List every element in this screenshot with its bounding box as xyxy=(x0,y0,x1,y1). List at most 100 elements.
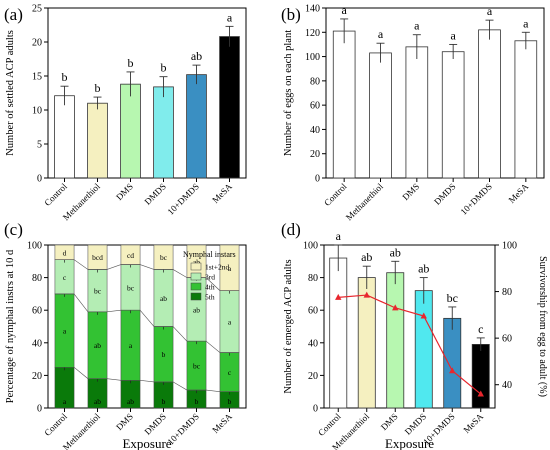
significance-letter: a xyxy=(336,229,342,243)
plot-frame xyxy=(325,7,545,179)
significance-letter: ab xyxy=(418,262,429,276)
significance-letter: bc xyxy=(94,287,102,296)
panel-b: (b) 0 20 40 60 80 100 120 140 Number of eggs on e… xyxy=(281,3,545,222)
bar xyxy=(369,52,392,179)
significance-letter: a xyxy=(378,27,384,41)
y-tick-label: 20 xyxy=(32,371,42,382)
significance-letter: a xyxy=(451,28,457,42)
significance-letter: a xyxy=(487,4,493,18)
y-tick-label: 120 xyxy=(305,28,320,39)
panel-label: (a) xyxy=(4,5,23,24)
survivorship-line xyxy=(338,294,482,395)
significance-letter: a xyxy=(414,19,420,33)
panel-a: (a) 0 5 10 15 20 25 Number of settled ACP adult… xyxy=(4,4,247,222)
boundary-line xyxy=(54,366,240,392)
legend-swatch xyxy=(190,272,202,281)
bar xyxy=(514,40,538,179)
significance-letter: ab xyxy=(127,397,134,406)
y-tick-label: 5 xyxy=(37,140,42,151)
plot-frame xyxy=(323,244,496,409)
significance-letter: a xyxy=(63,327,67,336)
significance-letter: b xyxy=(228,397,232,406)
y-tick-label: 60 xyxy=(308,306,318,317)
bar xyxy=(386,272,405,409)
x-tick-label: Control xyxy=(42,181,69,208)
y-tick-label: 20 xyxy=(32,38,42,49)
significance-letter: c xyxy=(478,322,483,336)
x-tick-label: MeSA xyxy=(507,181,531,205)
legend-title: Nymphal instars xyxy=(183,250,236,259)
y-tick-label: 15 xyxy=(32,72,42,83)
line-point xyxy=(477,390,484,397)
significance-letter: ab xyxy=(390,245,401,259)
y-tick-label: 140 xyxy=(305,4,320,15)
bar xyxy=(186,74,207,179)
bar xyxy=(471,344,490,409)
y2-tick-label: 100 xyxy=(502,241,517,252)
x-tick-label: DMDS xyxy=(403,411,428,436)
significance-letter: a xyxy=(129,341,133,350)
significance-letter: bc xyxy=(447,291,458,305)
bar xyxy=(87,102,108,179)
bar xyxy=(120,83,141,179)
legend-swatch xyxy=(190,292,202,301)
x-tick-label: 10+DMDS xyxy=(165,181,200,216)
significance-letter: b xyxy=(128,56,134,70)
y2-axis-label: Survivorship from egg to adult (%) xyxy=(537,256,548,397)
significance-letter: b xyxy=(162,350,166,359)
significance-letter: c xyxy=(63,273,67,282)
y2-tick-label: 40 xyxy=(502,380,512,391)
bar xyxy=(443,317,462,409)
significance-letter: d xyxy=(63,248,67,257)
y-tick-label: 80 xyxy=(32,273,42,284)
y-tick-label: 60 xyxy=(310,101,320,112)
line-point xyxy=(335,293,342,300)
significance-letter: cd xyxy=(127,251,134,260)
bar xyxy=(219,36,240,179)
x-tick-label: Control xyxy=(42,411,69,438)
y-axis-label: Number of emerged ACP adults xyxy=(283,259,294,393)
y-tick-label: 20 xyxy=(308,371,318,382)
panel-label: (b) xyxy=(281,5,301,24)
x-tick-label: DMDS xyxy=(142,181,167,206)
y-axis-label: Percentage of nymphal instrs at 10 d xyxy=(5,249,16,403)
significance-letter: a xyxy=(63,397,67,406)
x-tick-label: Methanethiol xyxy=(344,181,385,222)
significance-letter: bc xyxy=(193,362,201,371)
boundary-line xyxy=(54,293,240,353)
significance-letter: ab xyxy=(191,49,202,63)
x-tick-label: DMDS xyxy=(432,181,457,206)
significance-letter: ab xyxy=(193,305,200,314)
significance-letter: b xyxy=(162,397,166,406)
significance-letter: b xyxy=(95,81,101,95)
x-tick-label: DMS xyxy=(379,411,400,432)
bar xyxy=(441,51,465,179)
line-point xyxy=(392,304,399,311)
significance-letter: ab xyxy=(160,294,167,303)
significance-letter: ab xyxy=(94,397,101,406)
legend-label: 5th xyxy=(205,293,215,302)
bar xyxy=(329,257,348,409)
significance-letter: a xyxy=(342,3,348,17)
y-tick-label: 60 xyxy=(32,306,42,317)
significance-letter: bc xyxy=(160,253,168,262)
legend-label: 4th xyxy=(205,283,215,292)
plot-frame xyxy=(47,7,247,179)
bar xyxy=(54,95,75,179)
significance-letter: a xyxy=(227,10,233,24)
significance-letter: a xyxy=(228,264,232,273)
panel-d: (d) 0 20 40 60 80 100 Number of emerged ACP adu… xyxy=(281,220,548,450)
y-tick-label: 100 xyxy=(27,241,42,252)
x-tick-label: MeSA xyxy=(210,181,234,205)
x-tick-label: MeSA xyxy=(461,411,485,435)
y-tick-label: 40 xyxy=(308,338,318,349)
bar xyxy=(332,30,356,179)
significance-letter: a xyxy=(523,16,529,30)
y-tick-label: 0 xyxy=(37,404,42,415)
legend-label: 1st+2nd xyxy=(205,263,229,272)
x-tick-label: MeSA xyxy=(210,411,234,435)
panel-c: (c) 0 20 40 60 80 100 Percentage of nymphal ins… xyxy=(4,220,247,450)
significance-letter: ab xyxy=(361,250,372,264)
y-tick-label: 0 xyxy=(37,174,42,185)
